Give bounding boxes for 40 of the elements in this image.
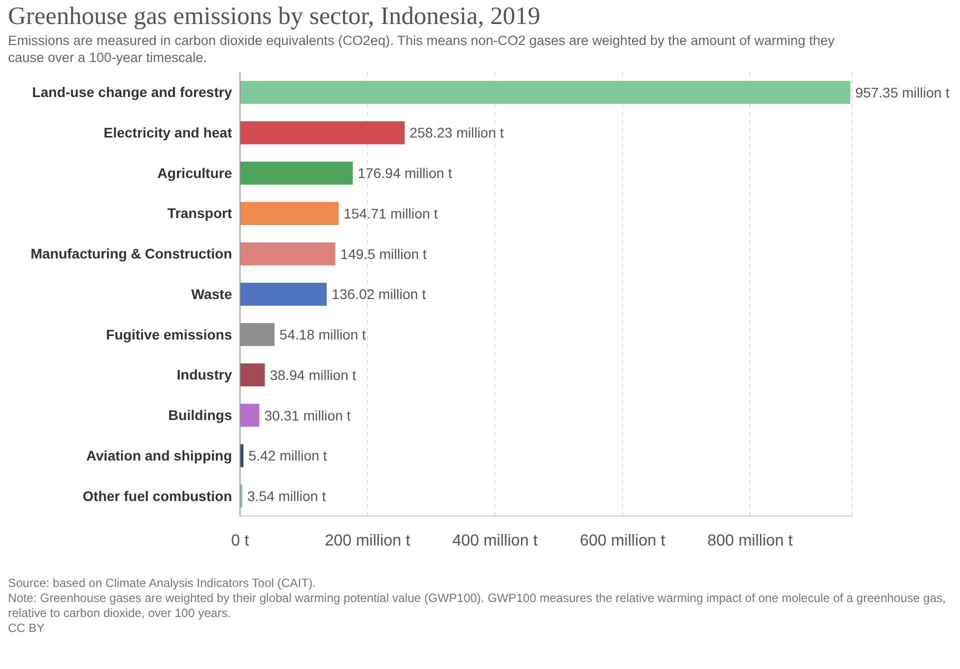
- data-label: 38.94 million t: [270, 366, 356, 383]
- y-tick-label: Buildings: [168, 407, 232, 424]
- x-tick-label: 400 million t: [452, 532, 538, 550]
- data-label: 176.94 million t: [358, 165, 452, 182]
- y-tick-label: Fugitive emissions: [106, 326, 232, 342]
- bar: [240, 363, 265, 386]
- bar: [240, 202, 339, 225]
- y-tick-label: Agriculture: [157, 164, 232, 181]
- data-label: 5.42 million t: [248, 448, 328, 464]
- y-tick-label: Aviation and shipping: [86, 447, 232, 464]
- bar: [240, 121, 405, 144]
- text: Note: Greenhouse gases are weighted by their global warming potential value (GWP100). GWP100 measures the relative warming impact of one molecule of a greenhouse gas, relative to carbon dioxide, over 100 years.: [8, 591, 947, 621]
- data-label: 154.71 million t: [344, 205, 438, 222]
- data-label: 54.18 million t: [280, 326, 366, 343]
- data-label: 3.54 million t: [247, 488, 326, 504]
- x-tick-label: 800 million t: [707, 532, 794, 550]
- chart-subtitle: Emissions are measured in carbon dioxide equivalents (CO2eq). This means non-CO2 gases are weighted by the amount of warming they cause over a 100-year timescale.: [8, 32, 836, 66]
- y-tick-label: Other fuel combustion: [82, 488, 232, 504]
- y-tick-label: Electricity and heat: [104, 124, 232, 141]
- bar: [240, 242, 336, 266]
- x-tick-label: 0 t: [231, 532, 250, 550]
- bar: [240, 404, 260, 427]
- bar: [240, 282, 327, 306]
- chart-title: Greenhouse gas emissions by sector, Indonesia, 2019: [8, 2, 542, 32]
- data-label: 957.35 million t: [855, 84, 950, 100]
- y-tick-label: Land-use change and forestry: [32, 84, 232, 100]
- data-label: 149.5 million t: [340, 246, 427, 262]
- bar: [240, 162, 353, 185]
- y-tick-label: Industry: [176, 366, 232, 383]
- data-label: 258.23 million t: [410, 124, 504, 141]
- data-label: 136.02 million t: [332, 286, 426, 302]
- y-tick-label: Manufacturing & Construction: [30, 246, 232, 262]
- y-tick-label: Waste: [191, 286, 232, 302]
- y-tick-label: Transport: [167, 205, 232, 222]
- text: CC BY: [8, 621, 46, 636]
- bar: [240, 80, 850, 104]
- data-label: 30.31 million t: [264, 407, 351, 424]
- x-tick-label: 200 million t: [324, 532, 411, 550]
- x-tick-label: 600 million t: [580, 532, 666, 550]
- source-note: Source: based on Climate Analysis Indicators Tool (CAIT).: [8, 576, 317, 591]
